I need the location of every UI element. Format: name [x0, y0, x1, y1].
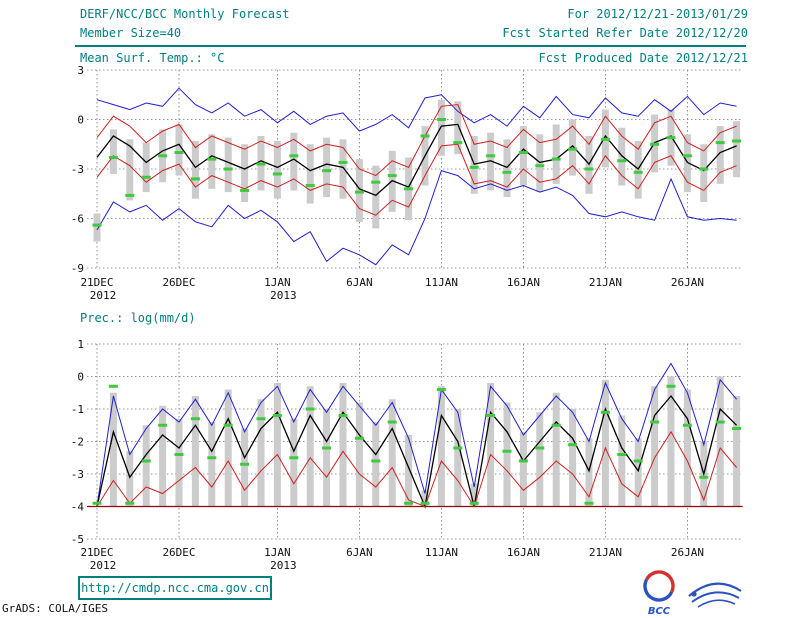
grid [87, 69, 743, 269]
x-tick-label: 21DEC [80, 276, 113, 289]
y-tick-label: -6 [71, 213, 84, 226]
x-tick-label: 6JAN [346, 276, 373, 289]
bcc-logo-red-arc [644, 570, 675, 593]
precip-chart-title: Prec.: log(mm/d) [80, 311, 196, 325]
cma-logo [688, 582, 742, 608]
valid-range: For 2012/12/21-2013/01/29 [567, 7, 748, 21]
temp-chart-title: Mean Surf. Temp.: °C [80, 51, 225, 65]
x-tick-label: 16JAN [507, 276, 540, 289]
series-ensemble-max [96, 87, 737, 132]
grid [87, 343, 743, 540]
x-tick-label: 11JAN [425, 546, 458, 559]
y-tick-label: -4 [71, 501, 85, 514]
x-tick-label: 6JAN [346, 546, 373, 559]
series-ensemble-mean [96, 394, 738, 509]
page-title: DERF/NCC/BCC Monthly Forecast [80, 7, 290, 21]
cma-logo-swoosh-1 [688, 582, 742, 597]
series-ensemble-mean [96, 123, 737, 197]
x-tick-label: 11JAN [425, 276, 458, 289]
x-tick-label: 21DEC [80, 546, 113, 559]
x-tick-label: 26JAN [671, 276, 704, 289]
y-tick-label: -5 [71, 533, 84, 546]
x-tick-sublabel: 2012 [90, 559, 117, 572]
cma-logo-swoosh-2 [691, 591, 740, 603]
ensemble-spread-bars [109, 376, 741, 507]
cma-logo-dot [691, 591, 697, 597]
member-size: Member Size=40 [80, 26, 182, 40]
x-tick-sublabel: 2013 [270, 559, 297, 572]
bcc-logo-blue-arc [643, 579, 674, 602]
x-tick-label: 21JAN [589, 276, 622, 289]
x-tick-label: 16JAN [507, 546, 540, 559]
series-mean-minus-spread [96, 143, 737, 216]
series-lines [96, 362, 738, 509]
cma-logo-swoosh-3 [697, 599, 736, 608]
header-divider [75, 45, 746, 47]
bcc-logo: BCC [643, 570, 675, 616]
y-tick-label: -2 [71, 436, 84, 449]
series-lines [96, 87, 737, 266]
x-tick-label: 26DEC [162, 546, 195, 559]
y-tick-label: -9 [71, 262, 84, 275]
x-tick-label: 21JAN [589, 546, 622, 559]
y-tick-label: 0 [77, 114, 84, 127]
fcst-start-date: Fcst Started Refer Date 2012/12/20 [502, 26, 748, 40]
x-tick-label: 1JAN [264, 276, 291, 289]
fcst-produced-date: Fcst Produced Date 2012/12/21 [538, 51, 748, 65]
grads-credit: GrADS: COLA/IGES [2, 602, 108, 615]
y-tick-label: 0 [77, 371, 84, 384]
y-tick-label: -3 [71, 163, 84, 176]
obs-markers [92, 384, 742, 505]
series-mean-plus-spread [96, 104, 737, 177]
series-ensemble-min [96, 169, 737, 266]
x-tick-label: 1JAN [264, 546, 291, 559]
website-url: http://cmdp.ncc.cma.gov.cn [78, 576, 272, 600]
x-tick-label: 26DEC [162, 276, 195, 289]
x-tick-label: 26JAN [671, 546, 704, 559]
bcc-logo-text: BCC [648, 606, 671, 616]
y-tick-label: -1 [71, 403, 84, 416]
x-tick-sublabel: 2013 [270, 289, 297, 302]
x-tick-sublabel: 2012 [90, 289, 117, 302]
y-tick-label: -3 [71, 468, 84, 481]
series-ensemble-max [96, 362, 737, 507]
y-tick-label: 1 [77, 338, 84, 351]
obs-markers [92, 118, 742, 227]
y-tick-label: 3 [77, 64, 84, 77]
series-ensemble-min [96, 430, 737, 508]
